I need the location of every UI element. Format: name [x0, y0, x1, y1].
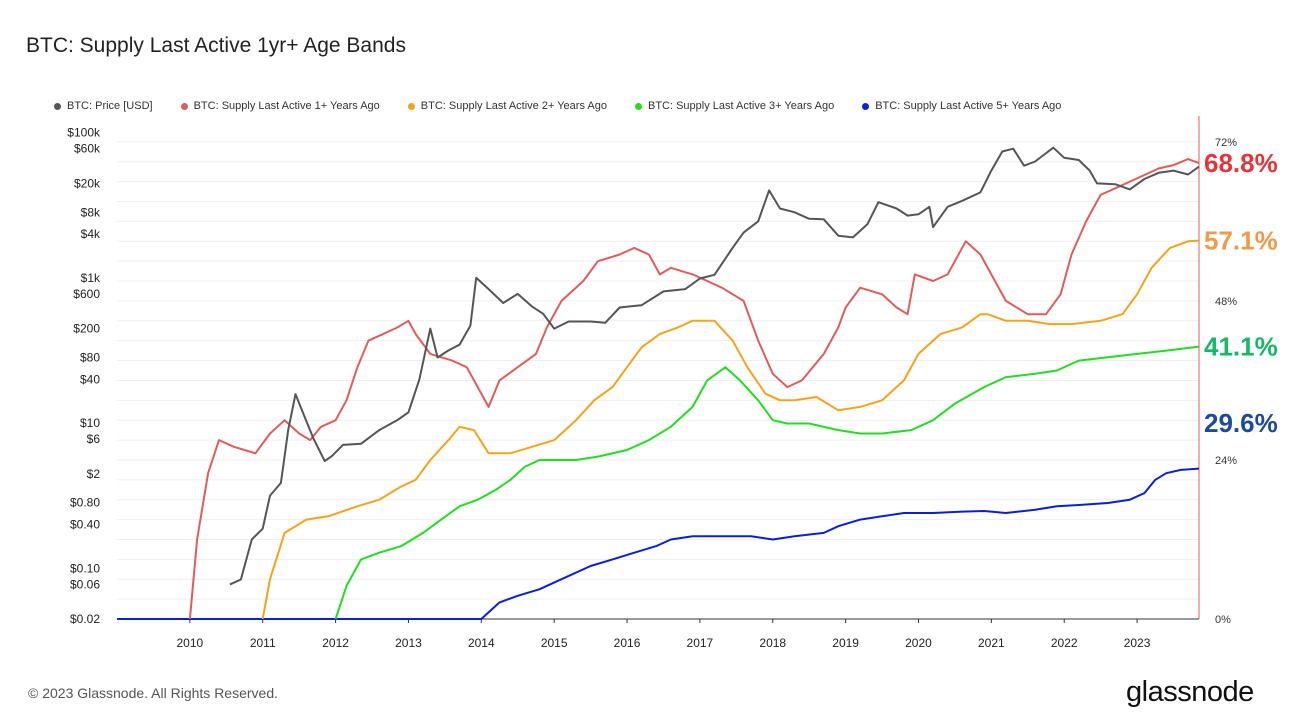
series-line-1	[188, 158, 1200, 620]
y-tick-label: $80	[80, 350, 100, 364]
x-tick-label: 2023	[1124, 636, 1151, 650]
y-tick-label: $0.40	[70, 518, 100, 532]
series-line-3	[334, 345, 1200, 620]
legend-label: BTC: Price [USD]	[67, 100, 153, 112]
y-tick-label: $200	[73, 322, 100, 336]
legend-item-5y[interactable]: BTC: Supply Last Active 5+ Years Ago	[862, 100, 1061, 112]
legend-label: BTC: Supply Last Active 5+ Years Ago	[875, 100, 1062, 112]
x-tick-label: 2012	[322, 636, 349, 650]
end-value-label: 29.6%	[1204, 408, 1278, 438]
y-tick-label: $0.06	[70, 577, 100, 591]
legend-dot-icon	[407, 102, 415, 110]
legend-label: BTC: Supply Last Active 2+ Years Ago	[420, 100, 607, 112]
series-line-4	[117, 467, 1200, 620]
right-tick-label: 48%	[1215, 296, 1237, 308]
legend-item-price[interactable]: BTC: Price [USD]	[54, 100, 153, 112]
legend-item-1y[interactable]: BTC: Supply Last Active 1+ Years Ago	[180, 100, 380, 112]
y-tick-label: $100k	[67, 126, 101, 140]
x-tick-label: 2022	[1051, 636, 1078, 650]
legend-label: BTC: Supply Last Active 3+ Years Ago	[647, 100, 835, 112]
y-tick-label: $8k	[81, 205, 101, 219]
legend-dot-icon	[634, 102, 642, 110]
x-tick-label: 2014	[468, 636, 495, 650]
end-value-label: 57.1%	[1204, 226, 1278, 256]
end-value-label: 41.1%	[1204, 332, 1278, 362]
y-tick-label: $2	[87, 467, 101, 481]
y-tick-label: $0.10	[70, 561, 100, 575]
x-tick-label: 2017	[687, 636, 714, 650]
right-tick-label: 24%	[1215, 455, 1237, 467]
legend-label: BTC: Supply Last Active 1+ Years Ago	[193, 100, 380, 112]
y-tick-label: $600	[73, 287, 100, 301]
glassnode-logo: glassnode	[1126, 676, 1254, 708]
y-tick-label: $1k	[81, 271, 101, 285]
legend-dot-icon	[862, 102, 870, 110]
legend-dot-icon	[54, 102, 61, 110]
y-tick-label: $0.02	[70, 612, 100, 626]
end-value-label: 68.8%	[1204, 148, 1278, 178]
y-tick-label: $60k	[74, 142, 101, 156]
y-tick-label: $4k	[81, 227, 101, 241]
y-tick-label: $10	[80, 416, 100, 430]
right-tick-label: 0%	[1215, 614, 1231, 626]
x-tick-label: 2015	[541, 636, 568, 650]
legend-item-3y[interactable]: BTC: Supply Last Active 3+ Years Ago	[634, 100, 835, 112]
series-line-0	[229, 146, 1200, 586]
legend-dot-icon	[180, 102, 188, 110]
y-tick-label: $20k	[74, 176, 101, 190]
y-tick-label: $6	[87, 432, 101, 446]
x-tick-label: 2011	[250, 636, 276, 650]
y-tick-label: $0.80	[70, 496, 100, 510]
legend-item-2y[interactable]: BTC: Supply Last Active 2+ Years Ago	[407, 100, 607, 112]
x-tick-label: 2021	[978, 636, 1005, 650]
x-tick-label: 2018	[759, 636, 786, 650]
x-tick-label: 2020	[905, 636, 932, 650]
chart-title: BTC: Supply Last Active 1yr+ Age Bands	[26, 34, 406, 57]
x-tick-label: 2010	[177, 636, 204, 650]
copyright-footer: © 2023 Glassnode. All Rights Reserved.	[28, 685, 279, 701]
x-tick-label: 2019	[832, 636, 859, 650]
right-tick-label: 72%	[1215, 137, 1237, 149]
chart-legend: BTC: Price [USD] BTC: Supply Last Active…	[54, 100, 1061, 112]
series-line-2	[261, 239, 1200, 620]
y-tick-label: $40	[80, 372, 100, 386]
x-tick-label: 2016	[614, 636, 641, 650]
x-tick-label: 2013	[395, 636, 422, 650]
